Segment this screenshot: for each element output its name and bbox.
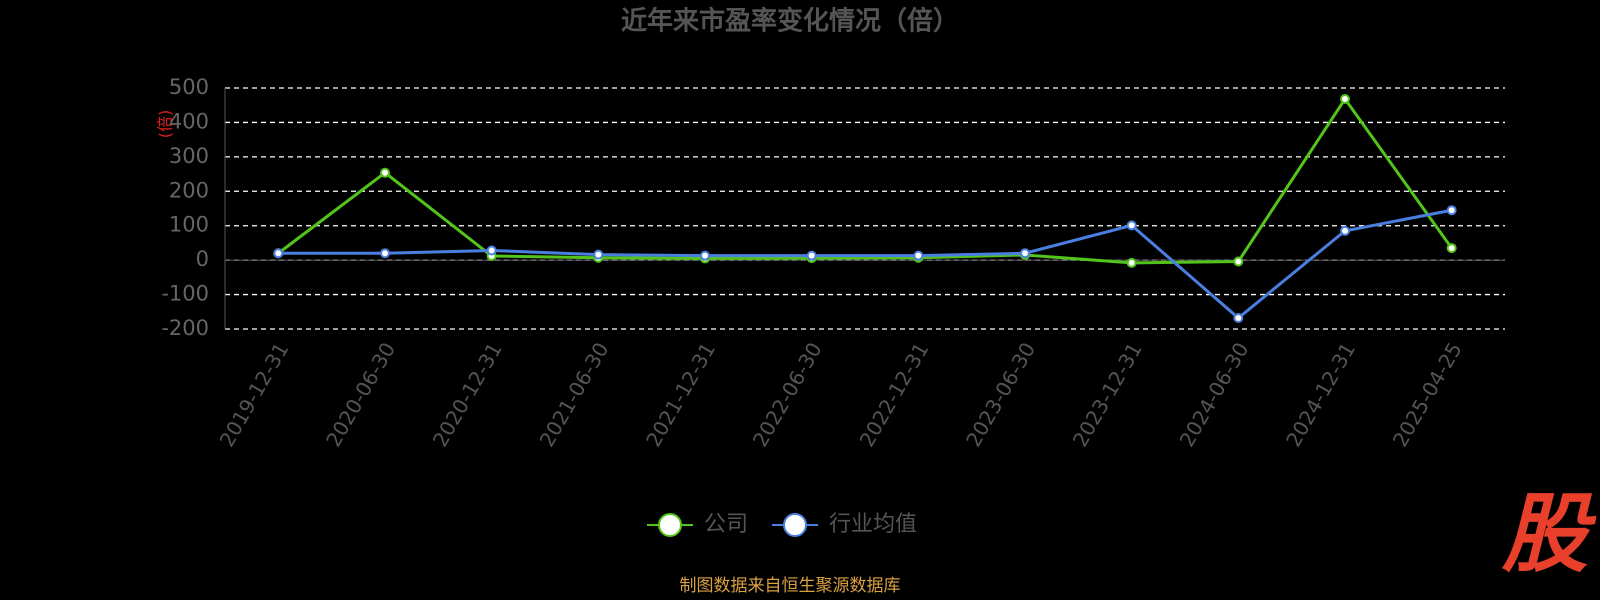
y-tick-label: -100 — [161, 282, 209, 306]
y-tick-label: 400 — [169, 109, 209, 133]
x-tick-label: 2021-12-31 — [641, 338, 720, 451]
legend-label: 行业均值 — [829, 512, 917, 537]
x-tick-label: 2024-12-31 — [1281, 338, 1360, 451]
y-axis-label: (倍) — [156, 110, 175, 139]
point — [380, 167, 390, 178]
point — [486, 245, 497, 256]
point — [1126, 220, 1137, 231]
point — [380, 248, 390, 259]
x-tick-label: 2020-12-31 — [428, 338, 507, 451]
point — [913, 250, 924, 261]
x-tick-label: 2022-06-30 — [748, 338, 827, 451]
point — [1126, 257, 1137, 268]
y-tick-label: -200 — [161, 316, 209, 340]
point — [1233, 312, 1244, 323]
point — [1446, 243, 1457, 254]
point — [1446, 205, 1457, 216]
legend-marker — [658, 513, 682, 537]
x-tick-label: 2023-12-31 — [1068, 338, 1147, 451]
x-tick-label: 2019-12-31 — [215, 338, 294, 451]
x-tick-label: 2024-06-30 — [1175, 338, 1254, 451]
point — [273, 248, 284, 259]
logo: 股 — [1501, 484, 1597, 584]
point — [1340, 94, 1350, 105]
point — [806, 250, 817, 261]
series-line — [278, 208, 1452, 320]
y-tick-label: 200 — [169, 178, 209, 202]
source-note: 制图数据来自恒生聚源数据库 — [680, 576, 901, 596]
y-tick-label: 0 — [196, 247, 209, 271]
series-line — [277, 96, 1453, 265]
legend-marker — [783, 513, 808, 537]
y-tick-label: 300 — [169, 144, 209, 168]
point — [1340, 225, 1350, 236]
chart-title: 近年来市盈率变化情况（倍） — [621, 6, 959, 37]
point — [593, 249, 604, 260]
point — [1233, 256, 1244, 267]
x-tick-label: 2022-12-31 — [855, 338, 934, 451]
x-tick-label: 2021-06-30 — [535, 338, 614, 451]
point — [700, 250, 710, 261]
y-tick-label: 100 — [169, 213, 209, 237]
x-tick-label: 2025-04-25 — [1388, 338, 1467, 451]
x-tick-label: 2020-06-30 — [321, 338, 400, 451]
y-tick-label: 500 — [169, 75, 209, 99]
legend-label: 公司 — [704, 512, 748, 537]
x-tick-label: 2023-06-30 — [961, 338, 1040, 451]
point — [1020, 248, 1030, 259]
